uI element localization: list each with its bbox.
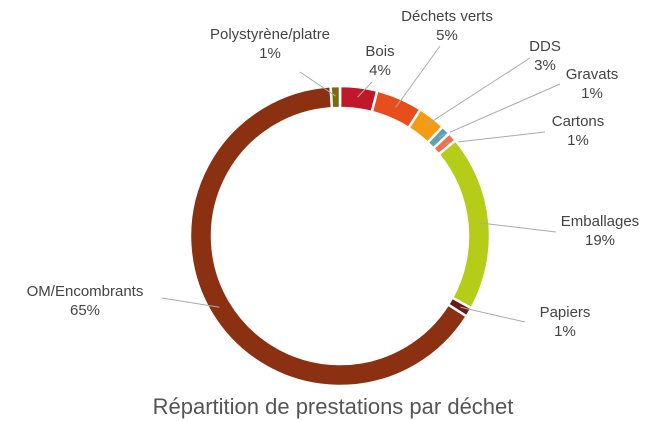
leader-line xyxy=(161,297,220,308)
donut-slice xyxy=(329,84,342,110)
slice-value-label: 4% xyxy=(369,62,391,79)
slice-label: Gravats xyxy=(566,66,619,83)
leader-line xyxy=(479,222,557,233)
slice-label: Emballages xyxy=(561,213,639,230)
donut-slice xyxy=(188,84,469,388)
slice-value-label: 1% xyxy=(554,323,576,340)
slice-value-label: 1% xyxy=(581,85,603,102)
chart-title: Répartition de prestations par déchet xyxy=(153,394,514,419)
slice-value-label: 5% xyxy=(436,27,458,44)
slice-label: Bois xyxy=(365,43,394,60)
donut-slice xyxy=(436,138,492,310)
slice-label: Papiers xyxy=(540,304,591,321)
leader-line xyxy=(444,131,546,144)
slice-value-label: 3% xyxy=(534,57,556,74)
leader-line xyxy=(357,81,373,98)
slice-label: Polystyrène/platre xyxy=(210,26,330,43)
leader-line xyxy=(299,71,336,97)
slice-value-label: 65% xyxy=(70,302,100,319)
slice-label: Cartons xyxy=(552,113,605,130)
leader-line xyxy=(438,83,561,138)
leader-line xyxy=(425,57,531,126)
slice-label: Déchets verts xyxy=(401,8,493,25)
slice-value-label: 19% xyxy=(585,232,615,249)
slice-label: OM/Encombrants xyxy=(27,283,144,300)
slice-label: DDS xyxy=(529,38,561,55)
leader-line xyxy=(395,45,441,108)
slice-value-label: 1% xyxy=(259,45,281,62)
leader-line xyxy=(460,306,526,323)
slice-value-label: 1% xyxy=(567,132,589,149)
